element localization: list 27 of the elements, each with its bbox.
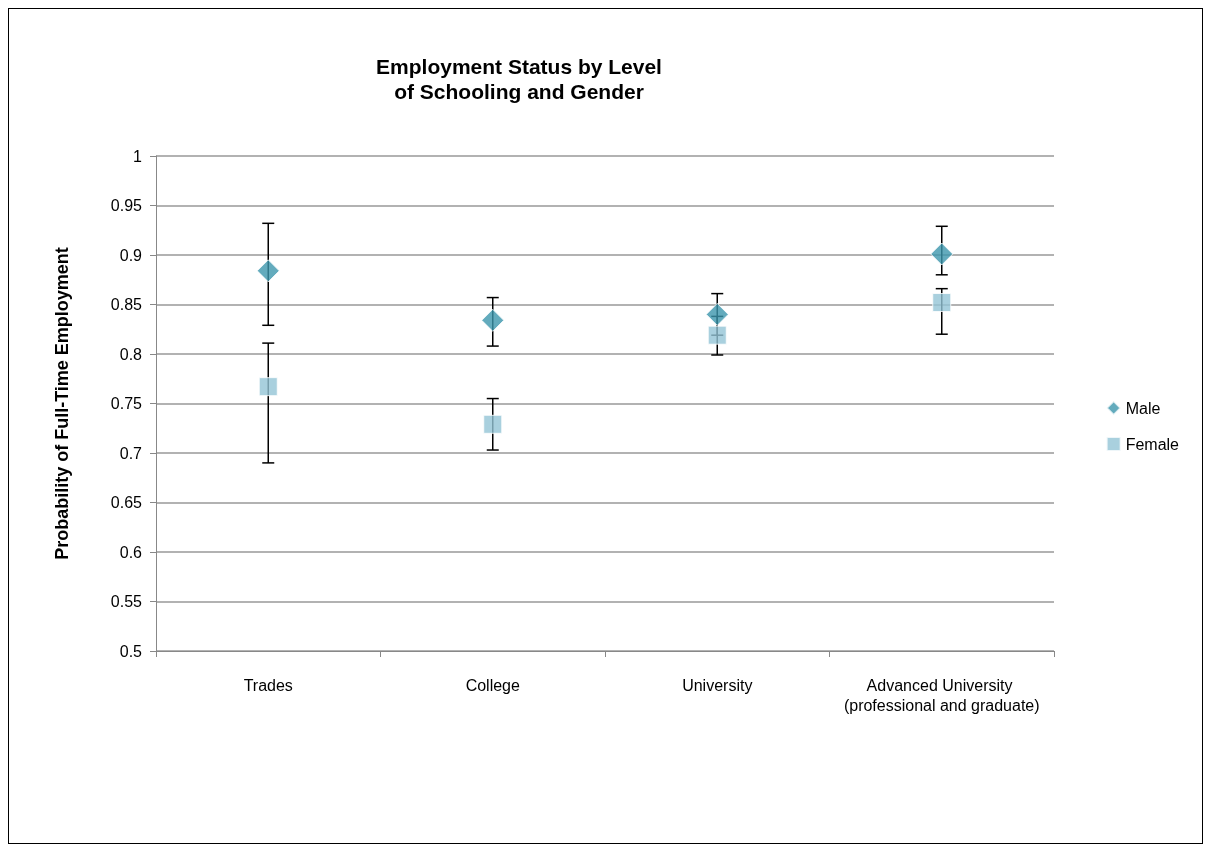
y-tick-label: 0.55 <box>110 593 143 610</box>
y-tick-label: 0.9 <box>119 246 143 264</box>
legend-label: Male <box>1125 399 1161 417</box>
y-axis-title: Probability of Full-Time Employment <box>52 247 72 560</box>
x-tick-label: Trades <box>243 676 293 694</box>
point <box>705 302 729 326</box>
point <box>930 242 954 266</box>
point <box>481 308 505 332</box>
y-tick-label: 0.95 <box>110 197 143 214</box>
x-tick-label: College <box>465 676 520 694</box>
legend-label: Female <box>1125 435 1180 453</box>
y-tick-label: 0.65 <box>110 494 143 511</box>
y-tick-label: 1 <box>133 147 143 165</box>
point <box>932 293 952 313</box>
y-tick-label: 0.5 <box>119 642 143 660</box>
chart-title: Employment Status by Level of Schooling and Gender <box>376 55 662 103</box>
y-tick-label: 0.6 <box>119 543 143 561</box>
y-tick-label: 0.7 <box>119 444 143 462</box>
x-tick-label: University <box>682 676 753 694</box>
point <box>256 259 280 283</box>
y-tick-label: 0.8 <box>119 345 143 363</box>
x-tick-label: Advanced University (professional and graduate) <box>843 676 1040 714</box>
point <box>258 377 278 397</box>
point <box>707 325 727 345</box>
y-tick-label: 0.85 <box>110 296 143 313</box>
point <box>483 414 503 434</box>
y-tick-label: 0.75 <box>110 395 143 412</box>
